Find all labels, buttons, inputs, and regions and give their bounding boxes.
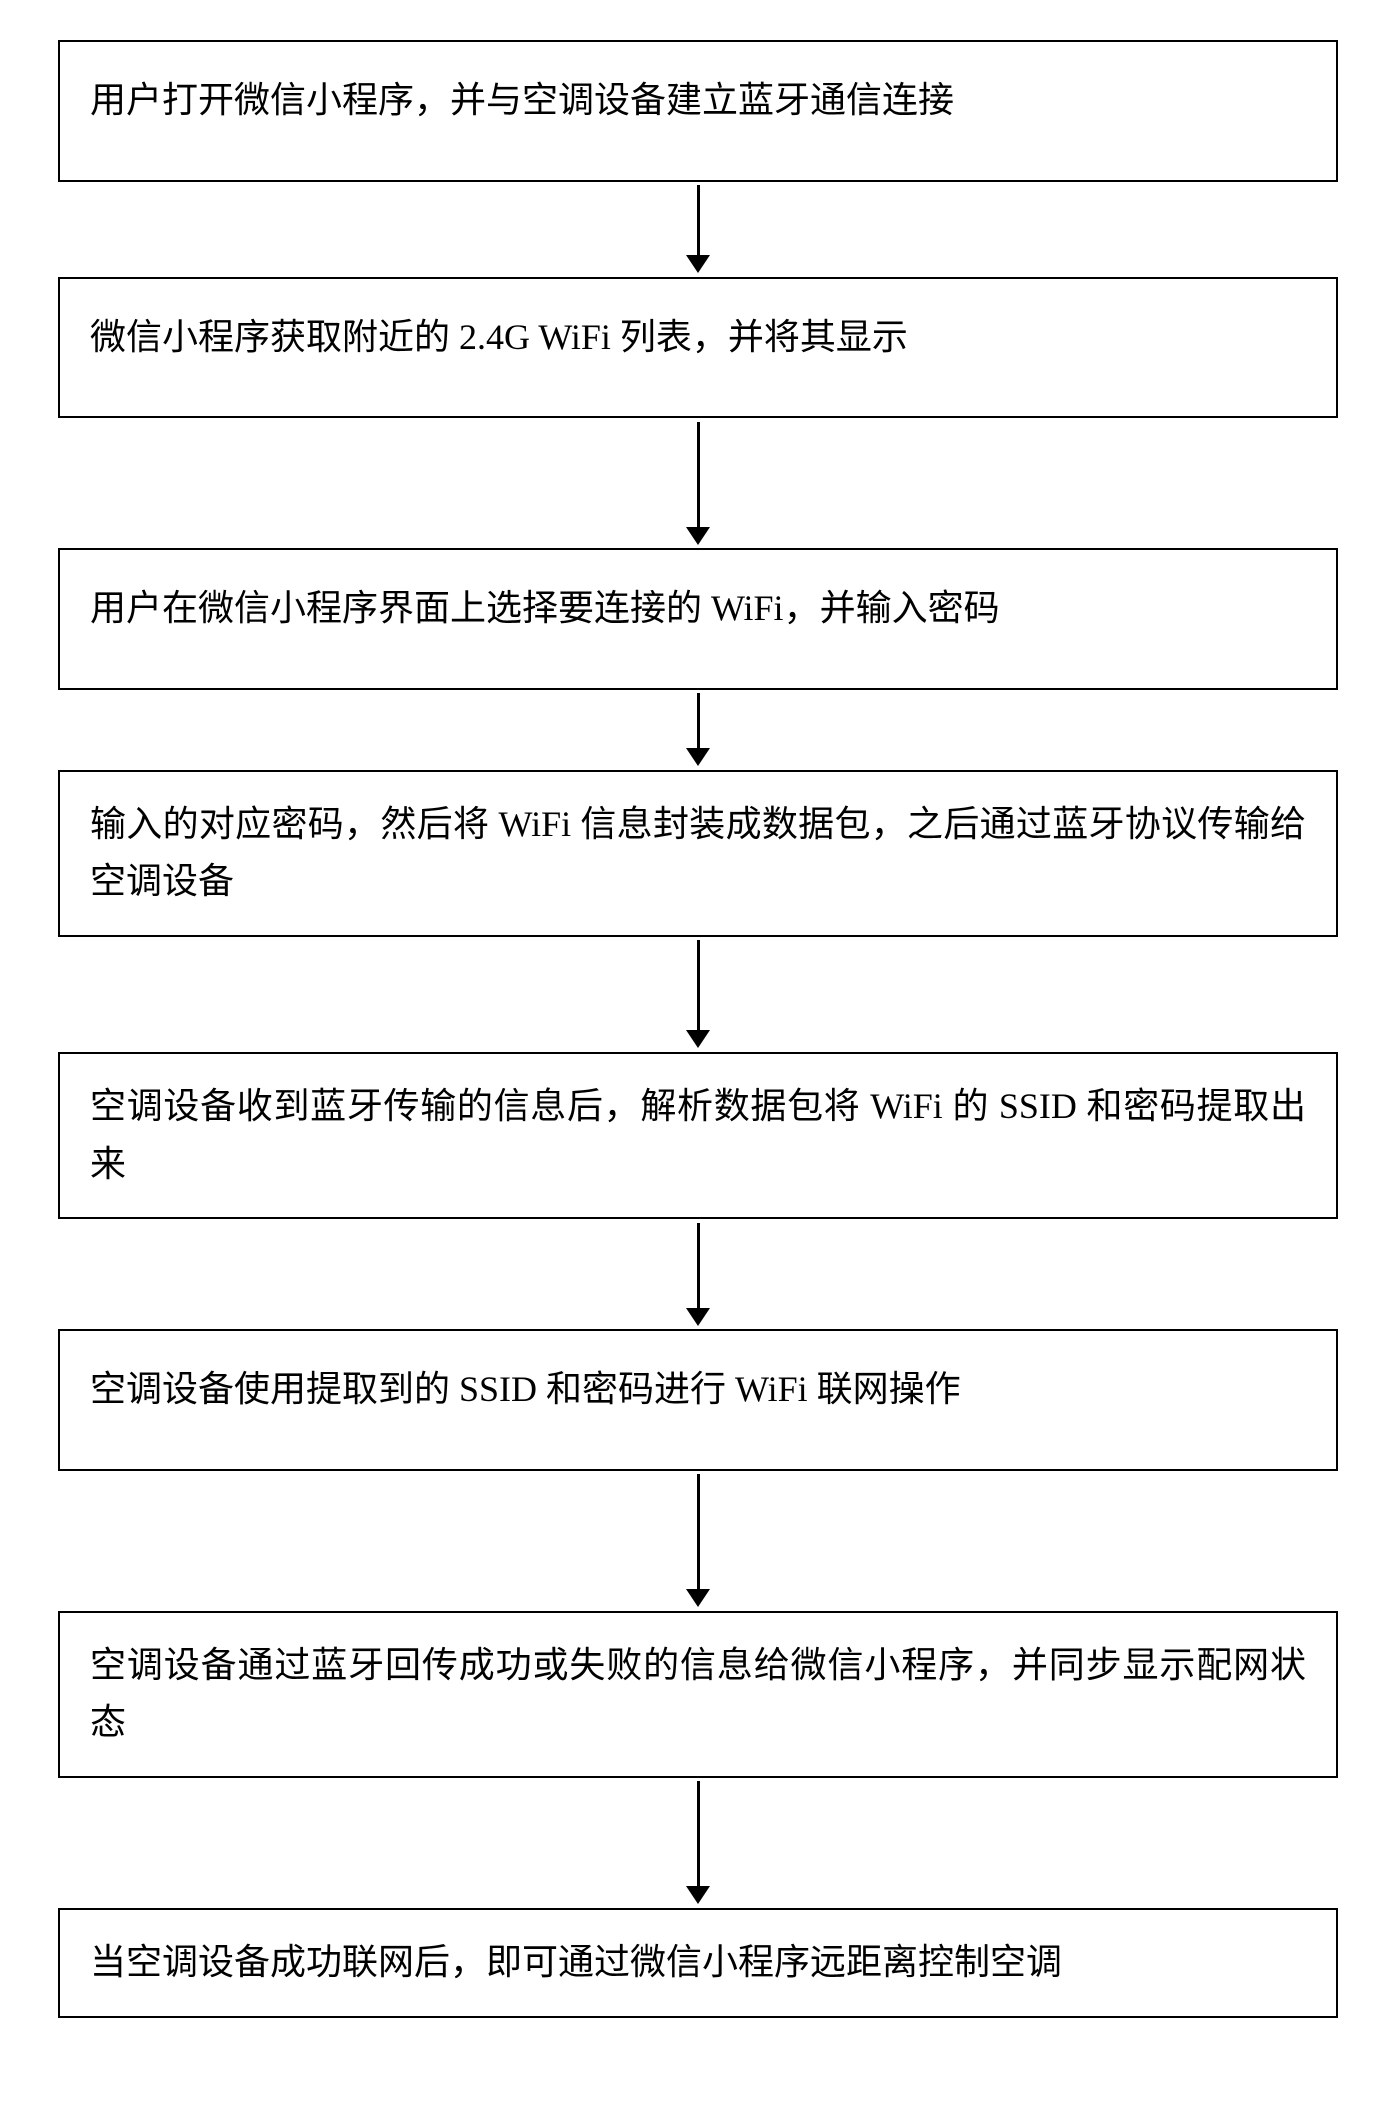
flowchart-step-7: 空调设备通过蓝牙回传成功或失败的信息给微信小程序，并同步显示配网状态 [58,1611,1338,1778]
arrow-6 [686,1471,710,1611]
arrow-7 [686,1778,710,1908]
flowchart-step-2: 微信小程序获取附近的 2.4G WiFi 列表，并将其显示 [58,277,1338,419]
step-text: 输入的对应密码，然后将 WiFi 信息封装成数据包，之后通过蓝牙协议传输给空调设… [90,804,1306,902]
flowchart-container: 用户打开微信小程序，并与空调设备建立蓝牙通信连接 微信小程序获取附近的 2.4G… [50,40,1346,2018]
step-text: 用户在微信小程序界面上选择要连接的 WiFi，并输入密码 [90,588,1000,628]
step-text: 空调设备通过蓝牙回传成功或失败的信息给微信小程序，并同步显示配网状态 [90,1645,1306,1743]
flowchart-step-4: 输入的对应密码，然后将 WiFi 信息封装成数据包，之后通过蓝牙协议传输给空调设… [58,770,1338,937]
flowchart-step-1: 用户打开微信小程序，并与空调设备建立蓝牙通信连接 [58,40,1338,182]
step-text: 当空调设备成功联网后，即可通过微信小程序远距离控制空调 [90,1942,1062,1982]
step-text: 空调设备使用提取到的 SSID 和密码进行 WiFi 联网操作 [90,1369,961,1409]
arrow-3 [686,690,710,770]
arrow-5 [686,1219,710,1329]
flowchart-step-3: 用户在微信小程序界面上选择要连接的 WiFi，并输入密码 [58,548,1338,690]
arrow-1 [686,182,710,277]
arrow-4 [686,937,710,1052]
flowchart-step-8: 当空调设备成功联网后，即可通过微信小程序远距离控制空调 [58,1908,1338,2018]
arrow-2 [686,418,710,548]
flowchart-step-5: 空调设备收到蓝牙传输的信息后，解析数据包将 WiFi 的 SSID 和密码提取出… [58,1052,1338,1219]
step-text: 微信小程序获取附近的 2.4G WiFi 列表，并将其显示 [90,317,908,357]
step-text: 用户打开微信小程序，并与空调设备建立蓝牙通信连接 [90,80,954,120]
flowchart-step-6: 空调设备使用提取到的 SSID 和密码进行 WiFi 联网操作 [58,1329,1338,1471]
step-text: 空调设备收到蓝牙传输的信息后，解析数据包将 WiFi 的 SSID 和密码提取出… [90,1086,1306,1184]
